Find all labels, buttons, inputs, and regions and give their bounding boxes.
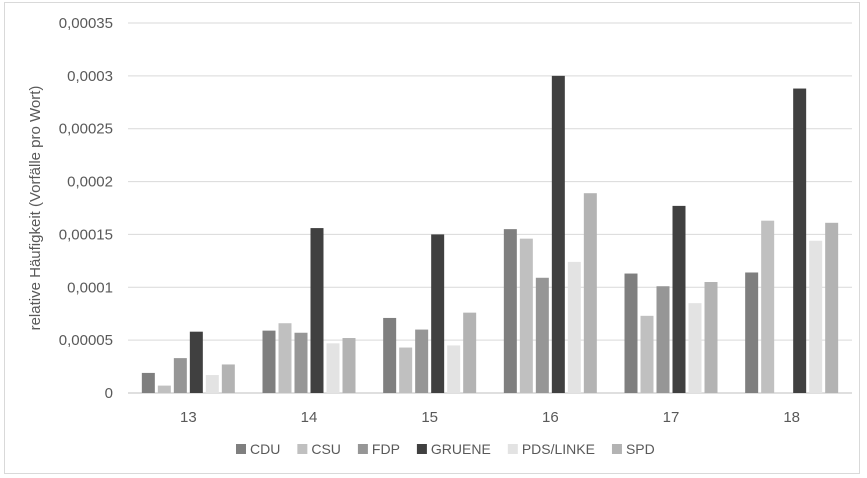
legend-swatch	[611, 444, 622, 454]
bar-csu-13	[157, 385, 171, 393]
y-tick-label: 0,0002	[67, 174, 113, 191]
bars	[141, 75, 839, 394]
bar-csu-16	[519, 238, 533, 393]
bar-spd-15	[463, 312, 477, 393]
x-tick-label: 18	[783, 409, 800, 426]
bar-gruene-18	[793, 88, 807, 394]
bar-csu-17	[640, 315, 654, 393]
bar-gruene-16	[551, 75, 565, 393]
legend-label: CDU	[250, 441, 280, 457]
legend-label: GRUENE	[431, 441, 491, 457]
bar-spd-13	[221, 364, 235, 393]
bar-fdp-14	[294, 332, 308, 393]
chart-frame	[4, 2, 860, 474]
y-axis-label: relative Häufigkeit (Vorfälle pro Wort)	[27, 86, 44, 331]
bar-fdp-15	[415, 329, 429, 393]
y-axis-tick-labels: 0 0,00005 0,0001 0,00015 0,0002 0,00025 0,0003…	[59, 15, 113, 402]
bar-fdp-17	[656, 286, 670, 393]
bar-pds-linke-15	[447, 345, 461, 393]
legend-swatch	[507, 444, 518, 454]
bar-fdp-13	[173, 358, 187, 393]
x-tick-label: 17	[663, 409, 680, 426]
bar-cdu-14	[262, 330, 276, 393]
legend: CDU CSU FDP GRUENE PDS/LINKE SPD	[236, 441, 655, 457]
bar-cdu-15	[383, 317, 397, 393]
bar-csu-14	[278, 323, 292, 393]
y-tick-label: 0,0003	[67, 68, 113, 85]
y-tick-label: 0,00035	[59, 15, 113, 32]
y-tick-label: 0	[105, 385, 113, 402]
bar-pds-linke-17	[688, 303, 702, 393]
bar-cdu-18	[745, 272, 759, 393]
x-tick-label: 16	[542, 409, 559, 426]
bar-spd-16	[583, 193, 597, 393]
y-tick-label: 0,0001	[67, 279, 113, 296]
gridlines	[128, 22, 852, 394]
bar-cdu-17	[624, 273, 638, 393]
y-tick-label: 0,00025	[59, 121, 113, 138]
bar-gruene-17	[672, 205, 686, 393]
bar-spd-18	[825, 222, 839, 393]
legend-label: FDP	[372, 441, 400, 457]
bar-gruene-15	[431, 234, 445, 393]
bar-pds-linke-18	[809, 240, 823, 393]
bar-cdu-16	[503, 229, 517, 393]
x-tick-label: 15	[421, 409, 438, 426]
legend-swatch	[416, 444, 427, 454]
bar-pds-linke-14	[326, 343, 340, 393]
bar-pds-linke-13	[205, 375, 219, 393]
x-tick-label: 14	[301, 409, 318, 426]
bar-spd-14	[342, 338, 356, 393]
bar-cdu-13	[141, 372, 155, 393]
bar-csu-18	[761, 220, 775, 393]
x-axis-tick-labels: 13 14 15 16 17 18	[180, 409, 800, 426]
bar-pds-linke-16	[567, 261, 581, 393]
legend-swatch	[297, 444, 308, 454]
y-tick-label: 0,00015	[59, 226, 113, 243]
legend-label: CSU	[311, 441, 341, 457]
legend-swatch	[236, 444, 246, 454]
bar-gruene-13	[189, 331, 203, 393]
bar-fdp-16	[535, 277, 549, 393]
bar-gruene-14	[310, 228, 324, 393]
legend-label: SPD	[626, 441, 655, 457]
legend-swatch	[357, 444, 368, 454]
bar-csu-15	[399, 347, 413, 393]
bar-spd-17	[704, 282, 718, 393]
legend-label: PDS/LINKE	[522, 441, 595, 457]
y-tick-label: 0,00005	[59, 332, 113, 349]
x-tick-label: 13	[180, 409, 197, 426]
